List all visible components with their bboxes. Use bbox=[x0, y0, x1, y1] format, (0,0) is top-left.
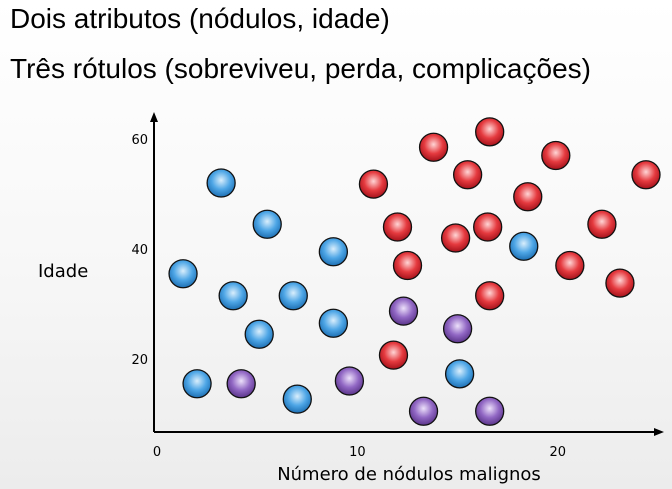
data-point-red bbox=[378, 340, 409, 370]
x-axis-arrow bbox=[654, 428, 664, 436]
data-point-blue bbox=[318, 308, 349, 338]
data-point-red bbox=[631, 160, 661, 190]
data-point-red bbox=[452, 160, 483, 190]
data-point-blue bbox=[244, 319, 274, 349]
data-point-red bbox=[392, 250, 423, 281]
data-point-purple bbox=[442, 314, 473, 344]
data-point-red bbox=[418, 132, 449, 162]
data-point-blue bbox=[182, 369, 212, 399]
y-tick-label: 60 bbox=[131, 133, 148, 148]
data-point-red bbox=[382, 212, 413, 242]
data-point-purple bbox=[226, 369, 256, 399]
x-tick-label: 0 bbox=[153, 445, 161, 460]
y-axis-label: Idade bbox=[38, 261, 88, 282]
data-point-blue bbox=[318, 237, 349, 267]
slide-title-line-2: Três rótulos (sobreviveu, perda, complic… bbox=[10, 53, 591, 84]
data-point-blue bbox=[252, 209, 282, 239]
data-point-purple bbox=[388, 296, 419, 326]
data-point-blue bbox=[206, 168, 236, 198]
data-point-red bbox=[440, 223, 471, 253]
data-point-blue bbox=[278, 281, 308, 311]
data-point-purple bbox=[408, 396, 439, 426]
y-axis-arrow bbox=[150, 112, 158, 122]
data-point-red bbox=[475, 281, 505, 311]
data-point-purple bbox=[334, 366, 365, 396]
data-point-purple bbox=[475, 396, 505, 426]
data-point-red bbox=[473, 212, 503, 242]
y-tick-label: 20 bbox=[131, 353, 148, 368]
data-point-red bbox=[475, 117, 505, 147]
data-point-red bbox=[513, 182, 543, 212]
data-point-blue bbox=[444, 359, 475, 389]
y-tick-label: 40 bbox=[131, 243, 148, 258]
slide-title-line-1: Dois atributos (nódulos, idade) bbox=[10, 3, 390, 34]
data-point-red bbox=[555, 250, 585, 281]
x-tick-label: 10 bbox=[349, 445, 366, 460]
data-point-red bbox=[358, 169, 389, 199]
data-point-red bbox=[541, 140, 571, 171]
x-tick-label: 20 bbox=[550, 445, 567, 460]
data-point-blue bbox=[218, 281, 248, 311]
data-point-red bbox=[605, 268, 635, 298]
data-point-blue bbox=[168, 259, 198, 289]
data-point-blue bbox=[509, 231, 539, 261]
data-point-blue bbox=[282, 384, 312, 414]
x-axis-label: Número de nódulos malignos bbox=[277, 464, 541, 485]
data-point-red bbox=[587, 209, 617, 239]
